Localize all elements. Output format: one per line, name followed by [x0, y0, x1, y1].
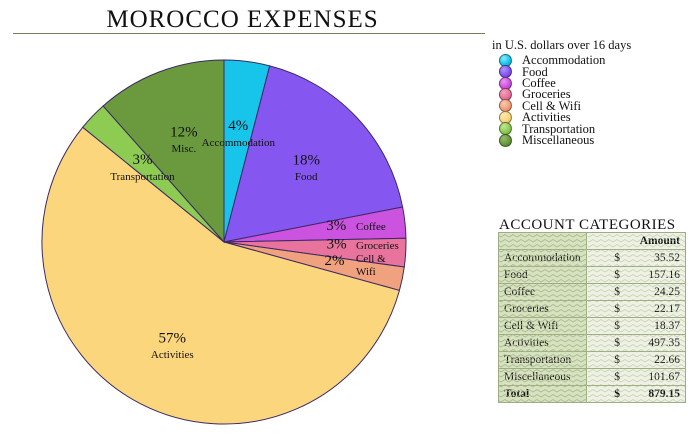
svg-text:12%: 12% [170, 125, 198, 141]
svg-text:Accommodation: Accommodation [202, 137, 276, 149]
svg-text:Transportation: Transportation [110, 171, 175, 183]
svg-text:Food: Food [295, 171, 318, 183]
svg-text:2%: 2% [325, 253, 345, 269]
svg-text:18%: 18% [292, 153, 320, 169]
svg-text:Coffee: Coffee [356, 221, 386, 233]
svg-text:57%: 57% [159, 330, 187, 346]
svg-text:3%: 3% [326, 218, 346, 234]
svg-text:Cell &: Cell & [356, 253, 386, 265]
svg-text:4%: 4% [228, 118, 248, 134]
svg-text:3%: 3% [133, 152, 153, 168]
svg-text:Activities: Activities [151, 349, 194, 361]
svg-text:Misc.: Misc. [172, 143, 197, 155]
svg-text:3%: 3% [327, 237, 347, 253]
svg-text:Wifi: Wifi [356, 266, 376, 278]
svg-text:Groceries: Groceries [356, 240, 399, 252]
